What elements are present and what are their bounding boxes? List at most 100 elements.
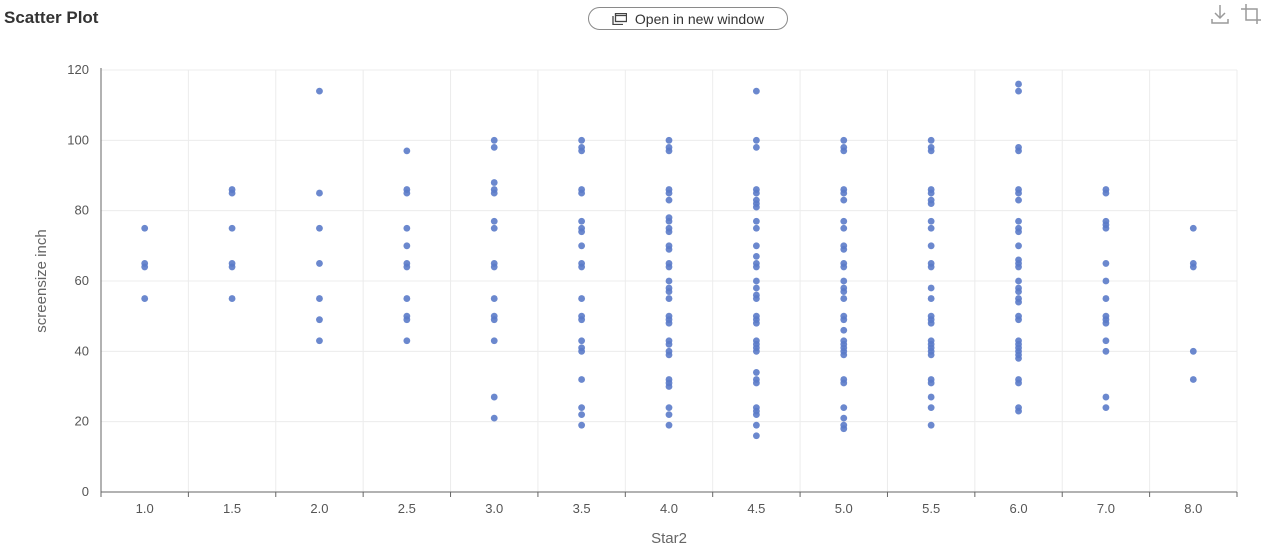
open-in-new-window-button[interactable]: Open in new window — [588, 7, 788, 30]
data-point — [665, 319, 673, 327]
data-point — [578, 242, 586, 250]
data-point — [228, 224, 236, 232]
y-tick-label: 60 — [75, 273, 89, 288]
data-point — [1189, 347, 1197, 355]
data-point — [665, 421, 673, 429]
data-point — [1015, 316, 1022, 324]
data-points — [141, 80, 1197, 440]
data-point — [665, 196, 673, 204]
y-tick-label: 40 — [75, 343, 89, 358]
data-point — [578, 228, 586, 236]
data-point — [752, 277, 760, 285]
data-point — [752, 189, 760, 197]
x-tick-label: 4.5 — [747, 501, 765, 516]
data-point — [1102, 295, 1110, 302]
chart-title: Scatter Plot — [4, 8, 99, 27]
data-point — [927, 284, 935, 292]
data-point — [1015, 354, 1022, 362]
data-point — [578, 295, 586, 302]
data-point — [1015, 80, 1022, 88]
data-point — [1189, 224, 1197, 232]
data-point — [1015, 196, 1022, 204]
data-point — [578, 189, 586, 197]
data-point — [752, 421, 760, 429]
data-point — [752, 224, 760, 232]
data-point — [752, 217, 760, 225]
data-point — [840, 288, 848, 295]
data-point — [665, 340, 673, 348]
data-point — [1015, 407, 1022, 415]
data-point — [1189, 376, 1197, 383]
data-point — [578, 263, 586, 271]
data-point — [840, 414, 848, 422]
data-point — [316, 87, 323, 95]
window-icon — [612, 12, 627, 25]
data-point — [490, 189, 498, 197]
data-point — [752, 369, 760, 376]
data-point — [752, 263, 760, 271]
data-point — [578, 411, 586, 419]
data-point — [752, 252, 760, 260]
data-point — [927, 136, 935, 144]
y-axis-label: screensize inch — [33, 229, 50, 332]
data-point — [141, 295, 149, 302]
data-point — [927, 200, 935, 208]
data-point — [665, 383, 673, 390]
data-point — [665, 411, 673, 419]
data-point — [840, 295, 848, 302]
data-point — [752, 432, 760, 440]
data-point — [490, 263, 498, 271]
data-point — [752, 136, 760, 144]
data-point — [1102, 277, 1110, 285]
x-tick-label: 1.0 — [136, 501, 154, 516]
data-point — [665, 404, 673, 411]
data-point — [840, 277, 848, 285]
data-point — [927, 393, 935, 401]
crop-icon[interactable] — [1240, 3, 1262, 30]
data-point — [228, 189, 236, 197]
data-point — [403, 263, 411, 271]
data-point — [752, 347, 760, 355]
x-tick-label: 7.0 — [1097, 501, 1115, 516]
data-point — [752, 143, 760, 151]
data-point — [403, 242, 411, 250]
data-point — [578, 147, 586, 155]
data-point — [316, 189, 323, 197]
data-point — [752, 319, 760, 327]
data-point — [752, 87, 760, 95]
data-point — [228, 295, 236, 302]
data-point — [840, 189, 848, 197]
x-tick-label: 3.5 — [573, 501, 591, 516]
data-point — [1102, 337, 1110, 345]
x-tick-label: 2.5 — [398, 501, 416, 516]
data-point — [927, 147, 935, 155]
data-point — [927, 224, 935, 232]
x-tick-label: 8.0 — [1184, 501, 1202, 516]
data-point — [1015, 147, 1022, 155]
data-point — [665, 136, 673, 144]
data-point — [228, 263, 236, 271]
data-point — [1015, 277, 1022, 285]
data-point — [490, 393, 498, 401]
data-point — [403, 316, 411, 324]
x-tick-label: 3.0 — [485, 501, 503, 516]
data-point — [752, 284, 760, 292]
y-tick-label: 20 — [75, 414, 89, 429]
data-point — [578, 404, 586, 411]
data-point — [578, 376, 586, 383]
data-point — [578, 316, 586, 324]
data-point — [927, 217, 935, 225]
data-point — [927, 189, 935, 197]
x-axis-label: Star2 — [651, 530, 687, 547]
data-point — [752, 242, 760, 250]
data-point — [316, 260, 323, 267]
data-point — [316, 316, 323, 324]
data-point — [840, 351, 848, 359]
data-point — [490, 316, 498, 324]
data-point — [490, 143, 498, 151]
download-icon[interactable] — [1210, 3, 1230, 30]
data-point — [665, 228, 673, 236]
x-tick-label: 2.0 — [310, 501, 328, 516]
data-point — [665, 288, 673, 295]
data-point — [1015, 217, 1022, 225]
